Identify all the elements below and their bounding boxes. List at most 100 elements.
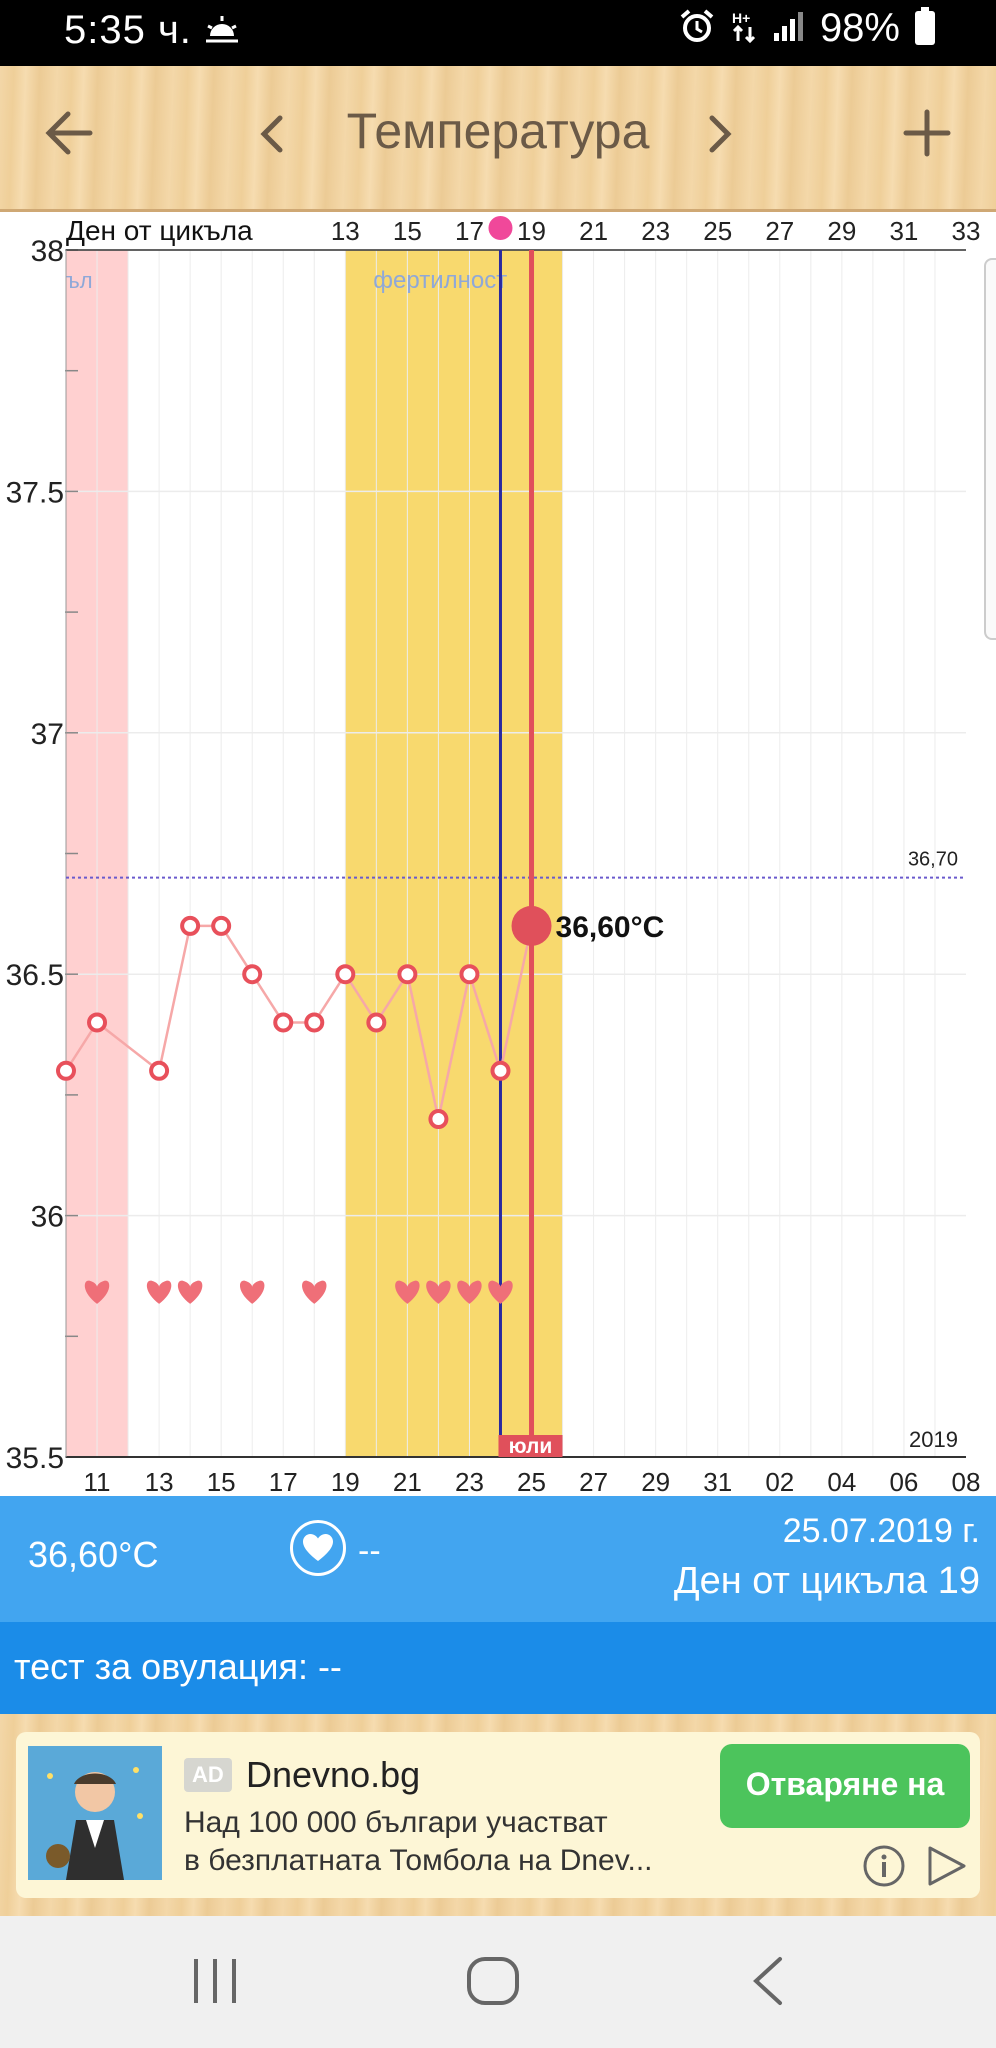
y-tick-label: 35.5 [6,1442,64,1475]
date-tick: 29 [641,1467,670,1496]
date-tick: 02 [765,1467,794,1496]
back-arrow-icon[interactable] [42,106,96,165]
cycle-day-tick: 21 [579,216,608,246]
intercourse-heart [457,1280,482,1304]
intercourse-heart [395,1280,420,1304]
temperature-point [304,1012,325,1033]
coverline-label: 36,70 [908,849,958,871]
add-plus-icon[interactable] [900,106,954,165]
temperature-point [56,1060,76,1081]
month-label: юли [509,1435,553,1458]
scroll-handle[interactable] [984,258,996,640]
date-tick: 11 [84,1467,111,1496]
date-tick: 04 [827,1467,856,1496]
y-tick-label: 36 [31,1201,64,1234]
previous-chevron-icon[interactable] [258,114,286,159]
system-nav-bar [0,1916,996,2048]
intercourse-heart [426,1280,451,1304]
cycle-day-tick: 17 [455,216,484,246]
period-label: ъл [66,268,93,293]
ad-image[interactable] [28,1746,162,1880]
selected-temperature: 36,60°C [28,1534,159,1575]
cycle-day-tick: 23 [641,216,670,246]
y-tick-label: 38 [31,235,64,268]
cycle-day-tick: 13 [331,216,360,246]
date-tick: 31 [703,1467,732,1496]
ad-banner: AD Dnevno.bg Над 100 000 българи участва… [0,1714,996,1916]
intercourse-heart [84,1280,110,1304]
temperature-point [490,1060,511,1081]
intercourse-value: -- [358,1532,381,1570]
svg-text:H+: H+ [732,10,750,26]
back-nav-icon[interactable] [750,1956,786,2011]
y-tick-label: 36.5 [6,959,64,992]
cycle-day-tick: 29 [827,216,856,246]
ovulation-test-bar[interactable]: тест за овулация: -- [0,1622,996,1714]
date-tick: 19 [331,1467,360,1496]
ovulation-test-label: тест за овулация: -- [14,1646,342,1687]
ad-choices-icon[interactable] [924,1844,968,1893]
ad-open-button[interactable]: Отваряне на [720,1744,970,1828]
temperature-point [397,964,418,985]
selected-cycle-day: Ден от цикъла 19 [673,1560,980,1602]
temperature-chart[interactable]: ъл фертилност 36,70 юли 2019 38 37.5 37 36.5 36 35… [0,212,996,1496]
signal-icon [772,9,806,48]
cycle-day-tick: 31 [889,216,918,246]
temperature-point [242,964,263,985]
next-chevron-icon[interactable] [706,114,734,159]
temperature-point [335,964,356,985]
status-time: 5:35 ч. [64,8,192,52]
status-bar: 5:35 ч. H+ 98% [0,0,996,66]
ad-title[interactable]: Dnevno.bg [246,1754,421,1795]
fertility-band [345,250,563,1457]
temperature-point [428,1109,449,1130]
year-label: 2019 [909,1427,958,1452]
cycle-day-tick: 33 [952,216,981,246]
chart-canvas[interactable]: ъл фертилност 36,70 юли 2019 38 37.5 37 36.5 36 35… [0,212,996,1496]
cycle-day-tick: 19 [517,216,546,246]
date-tick: 17 [269,1467,298,1496]
battery-percent: 98% [819,6,900,50]
page-title: Температура [346,103,650,159]
recents-icon[interactable] [192,1956,238,2011]
intercourse-heart [146,1280,172,1304]
y-tick-label: 37 [31,718,64,751]
temperature-point [273,1012,294,1033]
weather-icon [204,12,240,53]
today-marker [488,216,513,240]
selected-date: 25.07.2019 г. [782,1512,980,1550]
intercourse-heart [302,1280,327,1304]
selected-temperature-label: 36,60°C [556,911,665,944]
intercourse-heart [177,1280,203,1304]
temperature-point [366,1012,387,1033]
ad-description[interactable]: Над 100 000 българи участват в безплатна… [184,1804,724,1880]
date-tick: 15 [207,1467,236,1496]
y-tick-label: 37.5 [6,476,64,509]
date-tick: 08 [952,1467,981,1496]
info-icon[interactable] [862,1844,906,1893]
ad-badge: AD [184,1758,232,1792]
cycle-day-tick: 25 [703,216,732,246]
date-tick: 25 [517,1467,546,1496]
fertility-label: фертилност [373,267,507,294]
date-tick: 21 [393,1467,422,1496]
temperature-point [459,964,480,985]
date-tick: 27 [579,1467,608,1496]
home-icon[interactable] [466,1956,520,2011]
date-tick: 06 [889,1467,918,1496]
ad-description-line-2: в безплатната Томбола на Dnev... [184,1844,653,1877]
selected-temperature-point [511,905,552,946]
battery-icon [914,6,936,51]
cycle-day-tick: 15 [393,216,422,246]
month-label-bg [498,1435,563,1457]
alarm-icon [678,7,716,50]
date-tick: 13 [145,1467,174,1496]
temperature-point [180,915,201,936]
intercourse-heart [239,1280,265,1304]
heart-icon[interactable] [290,1520,346,1576]
ad-card[interactable]: AD Dnevno.bg Над 100 000 българи участва… [16,1732,980,1898]
app-header: Температура [0,66,996,212]
temperature-point [211,915,232,936]
data-transfer-icon: H+ [730,7,758,50]
day-info-bar[interactable]: 36,60°C -- 25.07.2019 г. Ден от цикъла 1… [0,1496,996,1622]
